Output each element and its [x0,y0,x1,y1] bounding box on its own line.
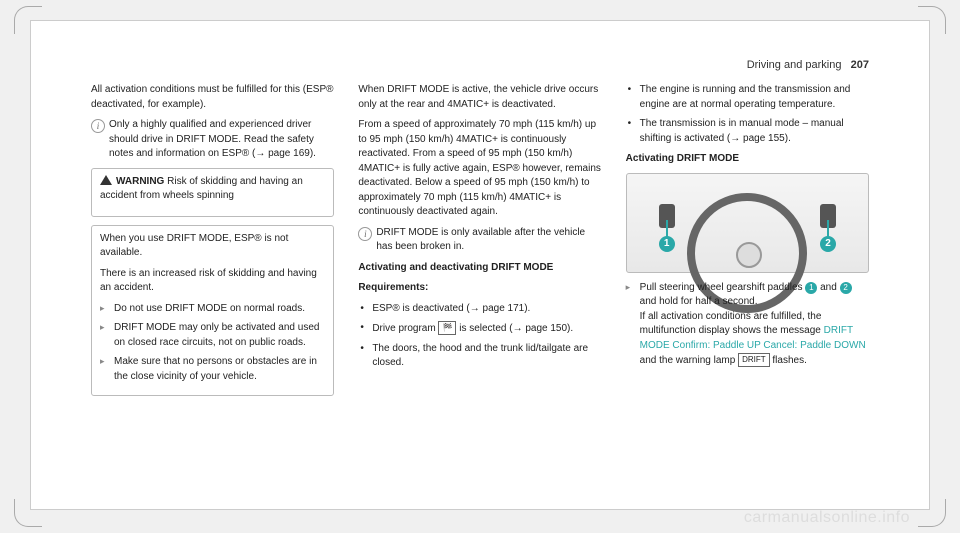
requirement-item: Drive program 🏁 is selected (→ page 150)… [358,321,601,337]
requirement-item: The doors, the hood and the trunk lid/ta… [358,342,601,371]
info-text: DRIFT MODE is only available after the v… [376,227,585,253]
action-text: flashes. [770,355,807,366]
body-text: When DRIFT MODE is active, the vehicle d… [358,83,601,112]
warning-detail-box: When you use DRIFT MODE, ESP® is not ava… [91,225,334,397]
callout-badge-1: 1 [659,236,675,252]
bullet-text: The doors, the hood and the trunk lid/ta… [372,343,588,369]
body-text: From a speed of approximately 70 mph (11… [358,118,601,220]
subsection-heading: Requirements: [358,281,601,296]
action-text: Do not use DRIFT MODE on normal roads. [114,303,305,314]
reference-badge-2: 2 [840,282,852,294]
body-text: There is an increased risk of skidding a… [100,267,325,296]
action-text: and [817,282,839,293]
requirement-item: The engine is running and the transmissi… [626,83,869,112]
bullet-text: is selected (→ page 150). [456,323,573,334]
action-text: Pull steering wheel gearshift paddles [640,282,806,293]
bullet-text: The engine is running and the transmissi… [640,84,851,110]
reference-badge-1: 1 [805,282,817,294]
body-text: All activation conditions must be fulfil… [91,83,334,112]
action-text: If all activation conditions are fulfill… [640,311,824,337]
section-heading: Activating and deactivating DRIFT MODE [358,261,601,276]
requirement-item: The transmission is in manual mode – man… [626,117,869,146]
action-item: Pull steering wheel gearshift paddles 1 … [626,281,869,369]
action-text: Make sure that no persons or obstacles a… [114,356,317,382]
warning-triangle-icon [100,175,112,185]
callout-badge-2: 2 [820,236,836,252]
page-header: Driving and parking 207 [747,59,869,71]
action-item: DRIFT MODE may only be activated and use… [100,321,325,350]
action-item: Do not use DRIFT MODE on normal roads. [100,302,325,317]
page-number: 207 [851,59,869,71]
action-text: and hold for half a second. [640,296,758,307]
watermark: carmanualsonline.info [744,509,910,527]
action-item: Make sure that no persons or obstacles a… [100,355,325,384]
page-frame: Driving and parking 207 All activation c… [30,20,930,510]
bullet-text: The transmission is in manual mode – man… [640,118,844,144]
bullet-text: ESP® is deactivated (→ page 171). [372,303,530,314]
section-title: Driving and parking [747,59,842,71]
warning-title: WARNING [116,176,164,187]
drift-lamp-icon: DRIFT [738,353,770,367]
info-note: Only a highly qualified and experienced … [91,118,334,162]
warning-box: WARNING Risk of skidding and having an a… [91,168,334,217]
drive-program-icon: 🏁 [438,321,456,335]
action-text: and the warning lamp [640,355,738,366]
action-text: DRIFT MODE may only be activated and use… [114,322,319,348]
page-content: All activation conditions must be fulfil… [91,83,869,479]
info-text: Only a highly qualified and experienced … [109,119,316,159]
requirement-item: ESP® is deactivated (→ page 171). [358,302,601,317]
steering-wheel-illustration: 1 2 [626,173,869,273]
section-heading: Activating DRIFT MODE [626,152,869,167]
info-note: DRIFT MODE is only available after the v… [358,226,601,255]
bullet-text: Drive program [372,323,438,334]
body-text: When you use DRIFT MODE, ESP® is not ava… [100,232,325,261]
